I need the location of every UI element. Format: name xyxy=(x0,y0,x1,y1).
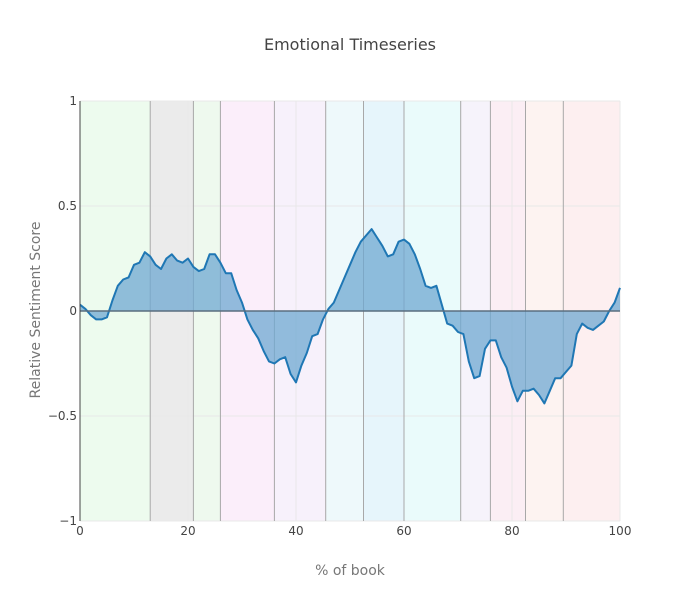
chart-title: Emotional Timeseries xyxy=(264,35,436,54)
x-tick-label: 0 xyxy=(76,524,84,538)
series-layer xyxy=(79,228,621,405)
y-tick-label: 0.5 xyxy=(58,199,77,213)
x-tick-label: 20 xyxy=(180,524,195,538)
axes xyxy=(79,101,620,521)
y-tick-label: −1 xyxy=(59,514,77,528)
y-tick-label: 1 xyxy=(69,94,77,108)
x-axis-title: % of book xyxy=(315,563,386,579)
tick-labels: 0 20 40 60 80 100 −1 −0.5 0 0.5 1 xyxy=(48,94,632,538)
y-tick-label: 0 xyxy=(69,304,77,318)
series-0-line xyxy=(79,228,621,405)
y-axis-title: Relative Sentiment Score xyxy=(28,222,44,399)
y-tick-label: −0.5 xyxy=(48,409,77,423)
x-tick-label: 40 xyxy=(288,524,303,538)
x-tick-label: 100 xyxy=(609,524,632,538)
x-tick-label: 60 xyxy=(396,524,411,538)
series-0-area xyxy=(80,229,620,404)
x-tick-label: 80 xyxy=(504,524,519,538)
